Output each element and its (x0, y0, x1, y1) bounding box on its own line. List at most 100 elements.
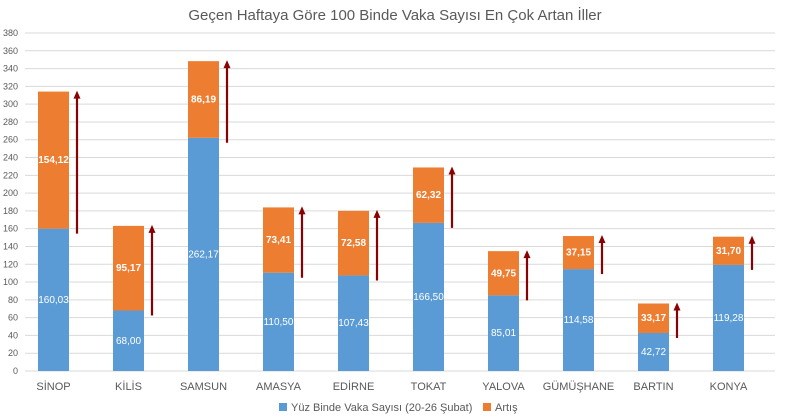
arrow-head (373, 209, 381, 218)
bar-base (338, 275, 369, 371)
data-label-base: 119,28 (714, 313, 744, 324)
bars-layer (38, 61, 744, 371)
labels-layer: 160,03 154,12 SİNOP 68,00 95,17 KİLİS 262,17 86… (36, 94, 748, 393)
x-tick-label: AMASYA (256, 381, 302, 393)
data-label-base: 262,17 (188, 249, 219, 260)
data-label-base: 114,58 (564, 315, 594, 326)
x-tick-label: YALOVA (482, 381, 525, 393)
data-label-increase: 73,41 (266, 235, 291, 246)
legend-swatch-increase (483, 403, 491, 411)
data-label-increase: 62,32 (416, 190, 441, 201)
bar-base (263, 272, 294, 371)
data-label-increase: 37,15 (566, 248, 591, 259)
y-tick-label: 100 (3, 277, 18, 287)
y-tick-label: 0 (13, 366, 18, 376)
y-tick-label: 220 (3, 170, 18, 180)
bar-increase (563, 236, 594, 270)
bar-base (488, 295, 519, 371)
bar-base (638, 333, 669, 371)
x-tick-label: KONYA (710, 381, 748, 393)
data-label-increase: 49,75 (491, 268, 516, 279)
arrow-head (523, 250, 531, 259)
y-tick-label: 280 (3, 117, 18, 127)
arrow-head (223, 60, 231, 69)
data-label-increase: 95,17 (116, 263, 141, 274)
y-tick-label: 380 (3, 28, 18, 38)
x-tick-label: KİLİS (115, 380, 142, 393)
data-label-increase: 86,19 (191, 94, 216, 105)
data-label-increase: 154,12 (38, 155, 69, 166)
grid-layer: 0 20 40 60 80 100 120 140 160 180 200 220 240 260 280 3… (3, 28, 775, 376)
y-tick-label: 160 (3, 224, 18, 234)
chart-title: Geçen Haftaya Göre 100 Binde Vaka Sayısı… (188, 6, 601, 24)
data-label-increase: 31,70 (716, 246, 741, 257)
bar-base (713, 264, 744, 371)
bar-increase (113, 225, 144, 311)
arrow-head (73, 90, 81, 99)
data-label-base: 85,01 (491, 328, 516, 339)
y-tick-label: 320 (3, 81, 18, 91)
y-tick-label: 260 (3, 135, 18, 145)
bar-base (38, 228, 69, 371)
y-tick-label: 340 (3, 64, 18, 74)
bar-increase (338, 210, 369, 276)
bar-base (188, 137, 219, 371)
y-tick-label: 80 (8, 295, 18, 305)
data-label-increase: 72,58 (341, 238, 366, 249)
bar-base (563, 269, 594, 371)
arrow-head (148, 224, 156, 233)
bar-increase (188, 61, 219, 138)
y-tick-label: 20 (8, 348, 18, 358)
increase-arrow (523, 250, 531, 301)
increase-arrow (673, 302, 681, 339)
increase-arrow (748, 235, 756, 270)
legend-label-increase: Artış (495, 402, 518, 414)
increase-arrow (223, 60, 231, 143)
data-label-base: 166,50 (413, 292, 444, 303)
y-tick-label: 140 (3, 241, 18, 251)
arrow-head (598, 235, 606, 244)
bar-base (113, 310, 144, 371)
y-tick-label: 60 (8, 313, 18, 323)
bar-increase (263, 207, 294, 273)
increase-arrow (448, 166, 456, 228)
y-tick-label: 300 (3, 99, 18, 109)
y-tick-label: 200 (3, 188, 18, 198)
y-tick-label: 40 (8, 330, 18, 340)
increase-arrow (73, 90, 81, 234)
bar-increase (488, 251, 519, 296)
increase-arrow (298, 206, 306, 278)
data-label-base: 110,50 (264, 317, 294, 328)
bar-increase (638, 303, 669, 334)
arrow-head (748, 235, 756, 244)
legend: Yüz Binde Vaka Sayısı (20-26 Şubat) Artı… (279, 402, 518, 414)
data-label-base: 107,43 (338, 318, 369, 329)
data-label-base: 42,72 (641, 347, 666, 358)
x-tick-label: BARTIN (633, 381, 673, 393)
bar-base (413, 222, 444, 371)
bar-increase (413, 167, 444, 223)
arrows-layer (73, 60, 756, 339)
increase-arrow (148, 224, 156, 316)
x-tick-label: SAMSUN (180, 381, 227, 393)
increase-arrow (598, 235, 606, 275)
data-label-increase: 33,17 (641, 313, 666, 324)
data-label-base: 160,03 (38, 295, 69, 306)
bar-increase (38, 91, 69, 229)
y-tick-label: 240 (3, 153, 18, 163)
bar-increase (713, 236, 744, 265)
y-tick-label: 120 (3, 259, 18, 269)
arrow-head (673, 302, 681, 311)
x-tick-label: TOKAT (411, 381, 447, 393)
y-tick-label: 360 (3, 46, 18, 56)
increase-arrow (373, 209, 381, 281)
x-tick-label: EDİRNE (333, 380, 375, 393)
x-tick-label: GÜMÜŞHANE (543, 381, 615, 393)
arrow-head (448, 166, 456, 175)
legend-swatch-base (279, 403, 287, 411)
data-label-base: 68,00 (116, 336, 141, 347)
y-tick-label: 180 (3, 206, 18, 216)
x-tick-label: SİNOP (36, 380, 70, 393)
arrow-head (298, 206, 306, 215)
